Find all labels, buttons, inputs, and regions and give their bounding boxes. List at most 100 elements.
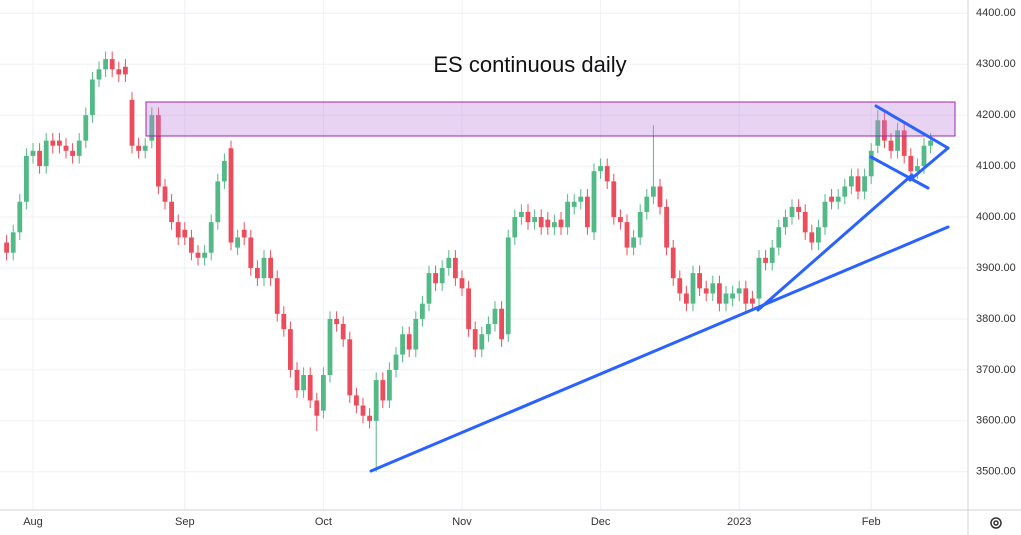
candle-body	[195, 252, 201, 258]
candle-body	[215, 181, 221, 223]
x-tick-label: Nov	[452, 516, 472, 528]
candle-body	[479, 334, 485, 350]
candle-body	[453, 257, 458, 279]
candle-body	[149, 115, 155, 141]
x-tick-label: 2023	[727, 516, 751, 528]
candle-body	[340, 324, 346, 340]
candle-body	[57, 140, 62, 146]
candle-body	[169, 201, 174, 223]
candle-body	[835, 196, 841, 202]
candle-body	[519, 211, 524, 218]
candle-body	[604, 166, 610, 182]
x-tick-label: Oct	[315, 516, 332, 528]
candle-body	[763, 257, 768, 263]
candle-body	[730, 293, 735, 299]
y-tick-label: 4400.00	[976, 7, 1016, 19]
candle-body	[76, 140, 82, 156]
candle-body	[162, 186, 168, 202]
candle-body	[281, 313, 287, 330]
candle-body	[651, 186, 656, 197]
candle-body	[156, 115, 161, 187]
y-tick-label: 3700.00	[976, 364, 1016, 376]
candle-body	[697, 273, 702, 289]
candle-body	[116, 69, 122, 75]
candle-body	[393, 354, 399, 370]
candle-body	[63, 145, 69, 151]
candle-body	[829, 196, 834, 202]
candle-body	[928, 140, 933, 146]
candle-body	[855, 176, 861, 192]
y-tick-label: 3800.00	[976, 313, 1016, 325]
candle-body	[908, 155, 914, 172]
candle-body	[677, 278, 683, 294]
settings-icon[interactable]	[990, 517, 1002, 529]
candle-body	[816, 227, 821, 243]
axes: 3500.00 3600.00 3700.00 3800.00 3900.00 4000.…	[23, 7, 1016, 528]
candle-body	[288, 329, 293, 370]
candle-body	[499, 308, 504, 340]
candle-body	[70, 150, 75, 156]
candle-body	[334, 318, 339, 325]
candle-body	[862, 176, 867, 192]
y-tick-label: 4200.00	[976, 109, 1016, 121]
candle-body	[433, 273, 438, 284]
gear-ring[interactable]	[990, 517, 1002, 529]
candle-body	[690, 273, 696, 304]
candle-body	[274, 278, 280, 314]
candles	[4, 51, 933, 472]
candle-body	[657, 186, 663, 207]
candle-body	[505, 237, 511, 335]
candle-body	[406, 334, 412, 350]
candle-body	[228, 148, 234, 243]
candle-body	[109, 59, 115, 70]
candle-body	[354, 395, 359, 406]
gear-hub[interactable]	[993, 520, 999, 526]
y-tick-label: 4300.00	[976, 58, 1016, 70]
candle-body	[585, 196, 590, 228]
candle-body	[208, 222, 214, 253]
y-tick-label: 4100.00	[976, 160, 1016, 172]
candle-body	[684, 293, 689, 304]
candle-body	[525, 211, 531, 223]
candle-body	[598, 166, 603, 172]
candle-body	[413, 318, 419, 350]
candle-body	[142, 145, 148, 151]
y-tick-label: 3500.00	[976, 466, 1016, 478]
candle-body	[743, 288, 749, 304]
candle-body	[624, 222, 630, 248]
candle-body	[750, 298, 755, 304]
candle-body	[552, 222, 557, 228]
candle-body	[644, 196, 650, 212]
candle-body	[235, 237, 240, 248]
candle-body	[10, 232, 16, 253]
candle-body	[802, 211, 808, 233]
candle-body	[578, 196, 584, 202]
trendline	[369, 225, 950, 473]
candle-body	[43, 140, 49, 167]
candle-body	[255, 267, 260, 279]
resistance-zone	[145, 101, 956, 137]
candle-body	[895, 130, 900, 151]
y-tick-label: 4000.00	[976, 211, 1016, 223]
candle-body	[571, 201, 577, 207]
candle-body	[241, 229, 247, 238]
candle-body	[123, 66, 128, 75]
candle-body	[37, 150, 42, 167]
candle-body	[796, 206, 801, 212]
candle-body	[4, 242, 9, 253]
candle-body	[875, 120, 881, 146]
candle-body	[512, 217, 518, 238]
candle-body	[618, 217, 623, 223]
trendline	[756, 173, 914, 312]
candle-body	[809, 232, 815, 243]
y-tick-label: 3600.00	[976, 415, 1016, 427]
candle-body	[591, 171, 597, 233]
candle-body	[261, 257, 267, 279]
candle-body	[175, 222, 181, 238]
x-tick-label: Sep	[175, 516, 195, 528]
candle-body	[842, 186, 848, 197]
candle-body	[50, 140, 56, 146]
candle-body	[380, 380, 386, 401]
candle-body	[314, 400, 320, 416]
